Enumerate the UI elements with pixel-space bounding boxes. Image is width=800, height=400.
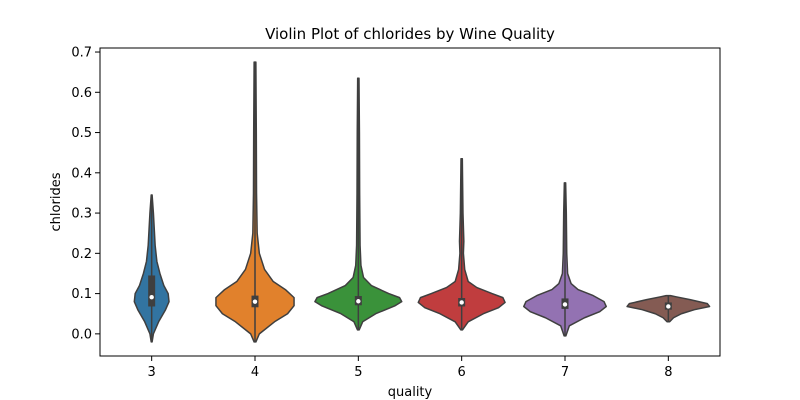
violin-7 — [523, 182, 607, 337]
violin-median — [356, 299, 361, 304]
violin-median — [149, 295, 154, 300]
y-axis: 0.0 0.1 0.2 0.3 0.4 0.5 0.6 0.7 — [71, 46, 100, 342]
x-tick-label: 8 — [664, 365, 672, 380]
violin-5 — [314, 77, 403, 331]
x-tick-label: 4 — [251, 365, 259, 380]
violin-8 — [626, 294, 711, 323]
y-tick-label: 0.2 — [71, 247, 92, 262]
violin-4 — [215, 61, 295, 343]
violin-iqr-box — [148, 275, 156, 307]
violin-median — [459, 300, 464, 305]
y-tick-label: 0.1 — [71, 287, 92, 302]
violin-median — [666, 304, 671, 309]
violin-6 — [417, 157, 506, 331]
x-axis-label: quality — [388, 385, 433, 400]
y-tick-label: 0.6 — [71, 86, 92, 101]
x-tick-label: 6 — [458, 365, 466, 380]
x-tick-label: 3 — [148, 365, 156, 380]
y-tick-label: 0.0 — [71, 327, 92, 342]
y-tick-label: 0.4 — [71, 166, 92, 181]
y-tick-label: 0.7 — [71, 46, 92, 61]
violin-median — [562, 302, 568, 307]
y-axis-label: chlorides — [49, 172, 64, 231]
y-tick-label: 0.3 — [71, 207, 92, 222]
y-tick-label: 0.5 — [71, 126, 92, 141]
chart-title: Violin Plot of chlorides by Wine Quality — [265, 25, 555, 43]
violin-median — [252, 299, 258, 304]
x-tick-label: 7 — [561, 365, 569, 380]
x-axis: 3 4 5 6 7 8 — [148, 356, 672, 380]
plot-frame — [99, 47, 721, 357]
violin-3 — [133, 194, 170, 343]
plot-area — [133, 61, 711, 343]
x-tick-label: 5 — [354, 365, 362, 380]
